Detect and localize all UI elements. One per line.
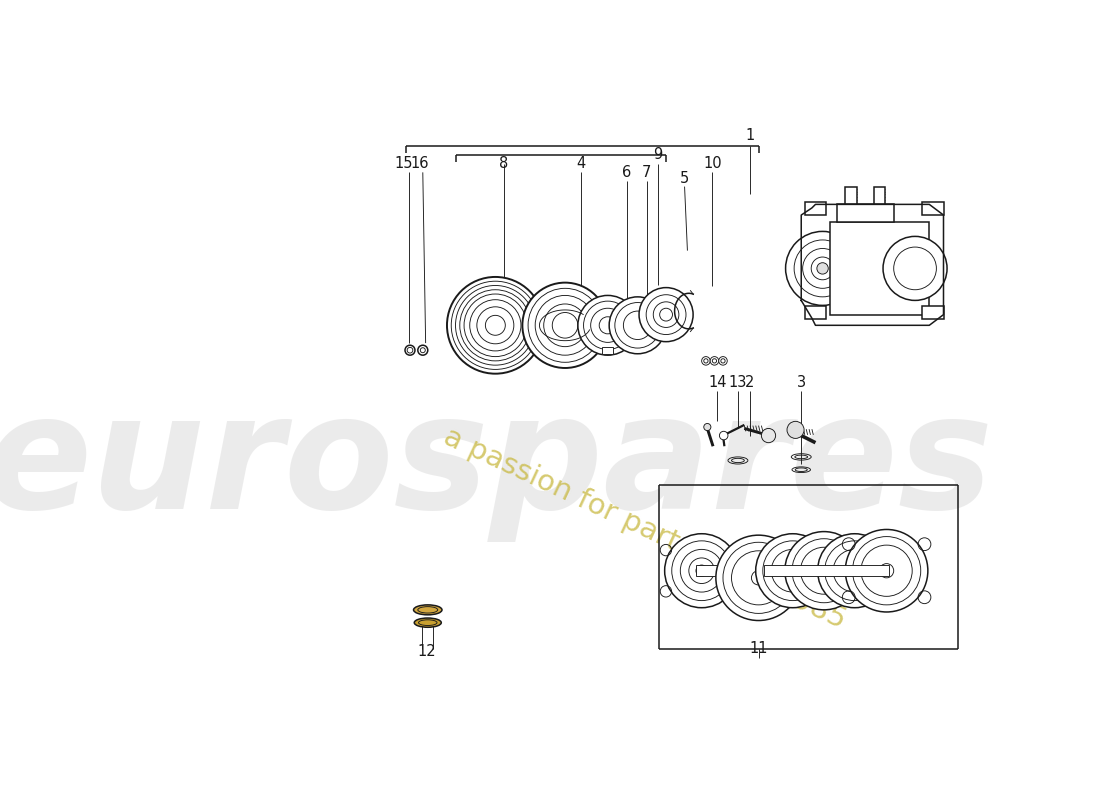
- Circle shape: [609, 297, 667, 354]
- Bar: [805, 202, 826, 215]
- Circle shape: [761, 429, 776, 442]
- Ellipse shape: [414, 605, 442, 615]
- Bar: [829, 222, 930, 314]
- Circle shape: [785, 231, 859, 306]
- Bar: [805, 306, 826, 319]
- Circle shape: [817, 534, 892, 608]
- Circle shape: [711, 357, 718, 365]
- Circle shape: [704, 423, 711, 430]
- Polygon shape: [801, 204, 944, 326]
- Bar: [764, 565, 889, 577]
- Text: 4: 4: [576, 156, 585, 171]
- Circle shape: [405, 346, 415, 355]
- Bar: [602, 346, 614, 354]
- Text: 1: 1: [746, 128, 755, 143]
- Circle shape: [716, 535, 801, 621]
- Text: 8: 8: [499, 156, 508, 171]
- Circle shape: [718, 357, 727, 365]
- Text: 6: 6: [623, 165, 631, 180]
- Circle shape: [817, 262, 828, 274]
- Text: 3: 3: [796, 374, 806, 390]
- Circle shape: [845, 530, 928, 612]
- Text: eurospares: eurospares: [0, 386, 993, 542]
- Circle shape: [756, 534, 829, 608]
- Circle shape: [785, 532, 864, 610]
- Circle shape: [702, 357, 711, 365]
- Ellipse shape: [418, 606, 438, 613]
- Text: 5: 5: [680, 170, 690, 186]
- Circle shape: [883, 236, 947, 301]
- Text: 16: 16: [410, 156, 429, 171]
- Bar: [845, 186, 857, 204]
- Text: 13: 13: [728, 374, 747, 390]
- Circle shape: [447, 277, 543, 374]
- Text: 2: 2: [746, 374, 755, 390]
- Circle shape: [786, 422, 804, 438]
- Ellipse shape: [418, 620, 437, 626]
- Circle shape: [522, 282, 607, 368]
- Circle shape: [664, 534, 738, 608]
- Text: 9: 9: [653, 147, 662, 162]
- Text: 12: 12: [417, 644, 436, 658]
- Circle shape: [578, 295, 638, 355]
- Bar: [922, 202, 944, 215]
- Bar: [922, 306, 944, 319]
- Text: 11: 11: [749, 642, 768, 657]
- Text: 14: 14: [708, 374, 726, 390]
- Circle shape: [719, 431, 728, 440]
- Bar: [873, 186, 886, 204]
- Text: 15: 15: [394, 156, 412, 171]
- Text: 10: 10: [703, 156, 722, 171]
- Bar: [696, 565, 720, 577]
- Ellipse shape: [415, 618, 441, 627]
- Circle shape: [696, 565, 707, 577]
- Text: 7: 7: [642, 165, 651, 180]
- Circle shape: [639, 288, 693, 342]
- Text: a passion for parts since 1985: a passion for parts since 1985: [439, 422, 850, 634]
- Bar: [837, 204, 893, 222]
